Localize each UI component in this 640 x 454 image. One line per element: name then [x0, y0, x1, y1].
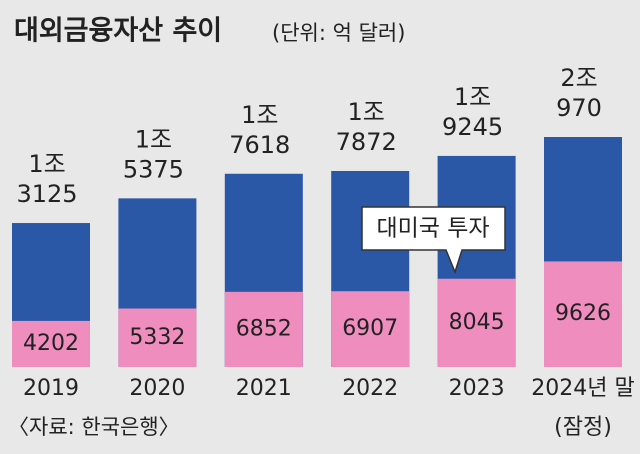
value-label: 6907	[342, 316, 398, 341]
value-label: 5332	[129, 325, 185, 350]
plot: 1조3125420220191조5375533220201조7618685220…	[12, 64, 635, 440]
value-label: 1조	[454, 83, 491, 111]
value-label: 4202	[23, 331, 79, 356]
us-bar	[331, 291, 410, 367]
value-label: 1조	[28, 150, 65, 178]
callout: 대미국 투자	[361, 206, 506, 275]
us-bar	[224, 291, 303, 367]
category-note: (잠정)	[554, 415, 612, 440]
x-tick-label: 2024년 말	[531, 376, 634, 401]
x-tick-label: 2023	[449, 376, 505, 401]
us-bar	[118, 308, 197, 367]
x-tick-label: 2022	[342, 376, 398, 401]
x-tick-label: 2019	[23, 376, 79, 401]
x-tick-label: 2021	[236, 376, 292, 401]
value-label: 7618	[229, 131, 290, 159]
value-label: 6852	[236, 316, 292, 341]
value-label: 3125	[16, 180, 77, 208]
value-label: 1조	[348, 98, 385, 126]
x-tick-label: 2020	[129, 376, 185, 401]
value-label: 9245	[442, 113, 503, 141]
us-bar	[437, 278, 516, 367]
source: 〈자료: 한국은행〉	[8, 415, 180, 439]
value-label: 9626	[555, 301, 611, 326]
value-label: 5375	[123, 155, 184, 183]
chart-title: 대외금융자산 추이	[14, 16, 222, 47]
us-bar	[544, 261, 622, 367]
value-label: 1조	[241, 101, 278, 129]
value-label: 8045	[449, 310, 505, 335]
value-label: 970	[556, 94, 602, 122]
value-label: 7872	[336, 128, 397, 156]
value-label: 1조	[135, 125, 172, 153]
callout-box	[361, 206, 506, 275]
callout-label: 대미국 투자	[376, 216, 489, 242]
value-label: 2조	[560, 64, 597, 92]
us-bar	[12, 320, 90, 367]
chart-subtitle: (단위: 억 달러)	[272, 21, 405, 45]
